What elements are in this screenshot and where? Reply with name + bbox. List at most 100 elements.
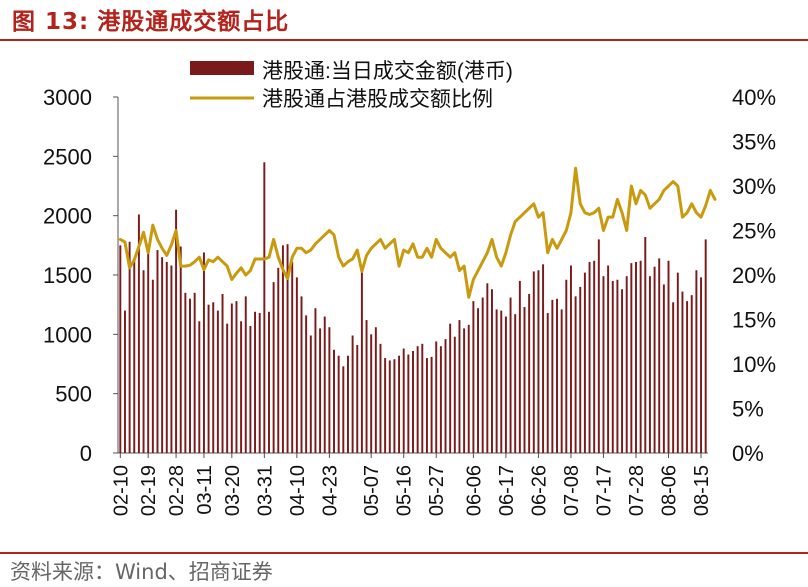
bar	[546, 312, 549, 453]
bar	[569, 265, 572, 453]
figure-label: 图 13:	[12, 9, 90, 35]
bar	[342, 366, 345, 453]
bar	[430, 356, 433, 453]
bar	[230, 303, 233, 453]
bar	[189, 298, 191, 453]
source-rule	[0, 552, 808, 554]
bar	[593, 260, 596, 453]
y-left-tick-label: 3000	[43, 85, 92, 110]
bar	[291, 261, 294, 453]
x-tick-label: 08-06	[659, 465, 681, 516]
x-tick-label: 06-17	[496, 465, 518, 516]
bar	[281, 245, 284, 453]
bar	[402, 348, 405, 453]
bar	[653, 266, 656, 453]
x-tick-label: 04-23	[319, 465, 341, 516]
x-tick-label: 02-10	[110, 465, 132, 516]
bar	[333, 349, 335, 453]
y-right-tick-label: 10%	[732, 352, 776, 377]
y-right-tick-label: 25%	[732, 219, 776, 244]
bar	[254, 311, 257, 453]
bar	[249, 326, 252, 453]
bar	[142, 270, 145, 453]
x-tick-label: 03-20	[222, 465, 244, 516]
bar	[607, 265, 610, 453]
bar	[686, 301, 689, 453]
bar	[328, 327, 331, 453]
bar	[481, 297, 484, 453]
bar	[667, 260, 670, 453]
bar	[486, 283, 489, 453]
legend-line-label: 港股通占港股成交额比例	[262, 88, 493, 111]
bar	[314, 308, 317, 453]
bar	[616, 279, 619, 453]
bar	[588, 261, 591, 453]
source-note: 资料来源：Wind、招商证券	[10, 560, 273, 584]
bar	[583, 272, 586, 453]
bar	[286, 244, 289, 453]
bar	[156, 250, 159, 453]
bar	[365, 320, 368, 453]
bar	[356, 345, 359, 453]
bar	[179, 246, 182, 453]
bar	[532, 271, 535, 453]
bar	[351, 335, 354, 453]
y-right-tick-label: 5%	[732, 397, 764, 422]
bar	[175, 209, 178, 453]
bar	[704, 239, 707, 453]
bar	[346, 355, 349, 453]
bar	[337, 355, 340, 453]
bar	[630, 263, 633, 453]
bar	[514, 314, 517, 453]
bar	[272, 282, 275, 453]
x-tick-label: 07-17	[594, 465, 616, 516]
y-left-tick-label: 1000	[43, 322, 92, 347]
y-right-tick-label: 35%	[732, 130, 776, 155]
bar	[277, 267, 280, 453]
ratio-line	[118, 166, 717, 299]
bar	[435, 341, 438, 453]
bar	[621, 289, 624, 453]
bar	[128, 241, 131, 453]
bar	[560, 309, 563, 453]
x-tick-label: 03-31	[254, 465, 276, 516]
x-tick-label: 02-28	[166, 465, 188, 516]
bar	[449, 323, 452, 453]
bar	[551, 299, 554, 453]
bar	[509, 297, 512, 453]
bar	[207, 304, 210, 453]
bar	[425, 358, 428, 453]
bar	[360, 267, 363, 453]
bar	[495, 309, 498, 453]
bar	[137, 214, 140, 453]
bar	[258, 312, 261, 453]
bar	[537, 270, 540, 453]
bar	[309, 335, 312, 453]
bar	[407, 354, 410, 453]
bar	[193, 292, 196, 453]
bar	[504, 316, 507, 453]
x-tick-label: 05-27	[426, 465, 448, 516]
x-tick-label: 02-19	[138, 465, 160, 516]
bar	[574, 296, 577, 453]
bar	[323, 316, 326, 453]
bar	[370, 334, 373, 453]
bar	[300, 296, 303, 453]
bar	[700, 277, 703, 453]
bar	[500, 310, 503, 453]
bar	[170, 265, 173, 453]
bar	[672, 302, 675, 453]
bar	[453, 336, 456, 453]
bar	[412, 350, 414, 453]
bar	[268, 311, 270, 453]
bar	[165, 261, 168, 453]
bar	[212, 302, 215, 453]
bar	[477, 308, 480, 453]
bar	[133, 260, 136, 453]
bar	[202, 252, 205, 453]
bar	[184, 292, 187, 453]
combo-chart: 0 500 1000 1500 2000 2500 3000 0% 5% 10% 15% 20% 25%…	[43, 60, 776, 516]
y-left-tick-label: 2500	[43, 144, 92, 169]
bar	[491, 289, 493, 453]
bar	[161, 257, 164, 453]
